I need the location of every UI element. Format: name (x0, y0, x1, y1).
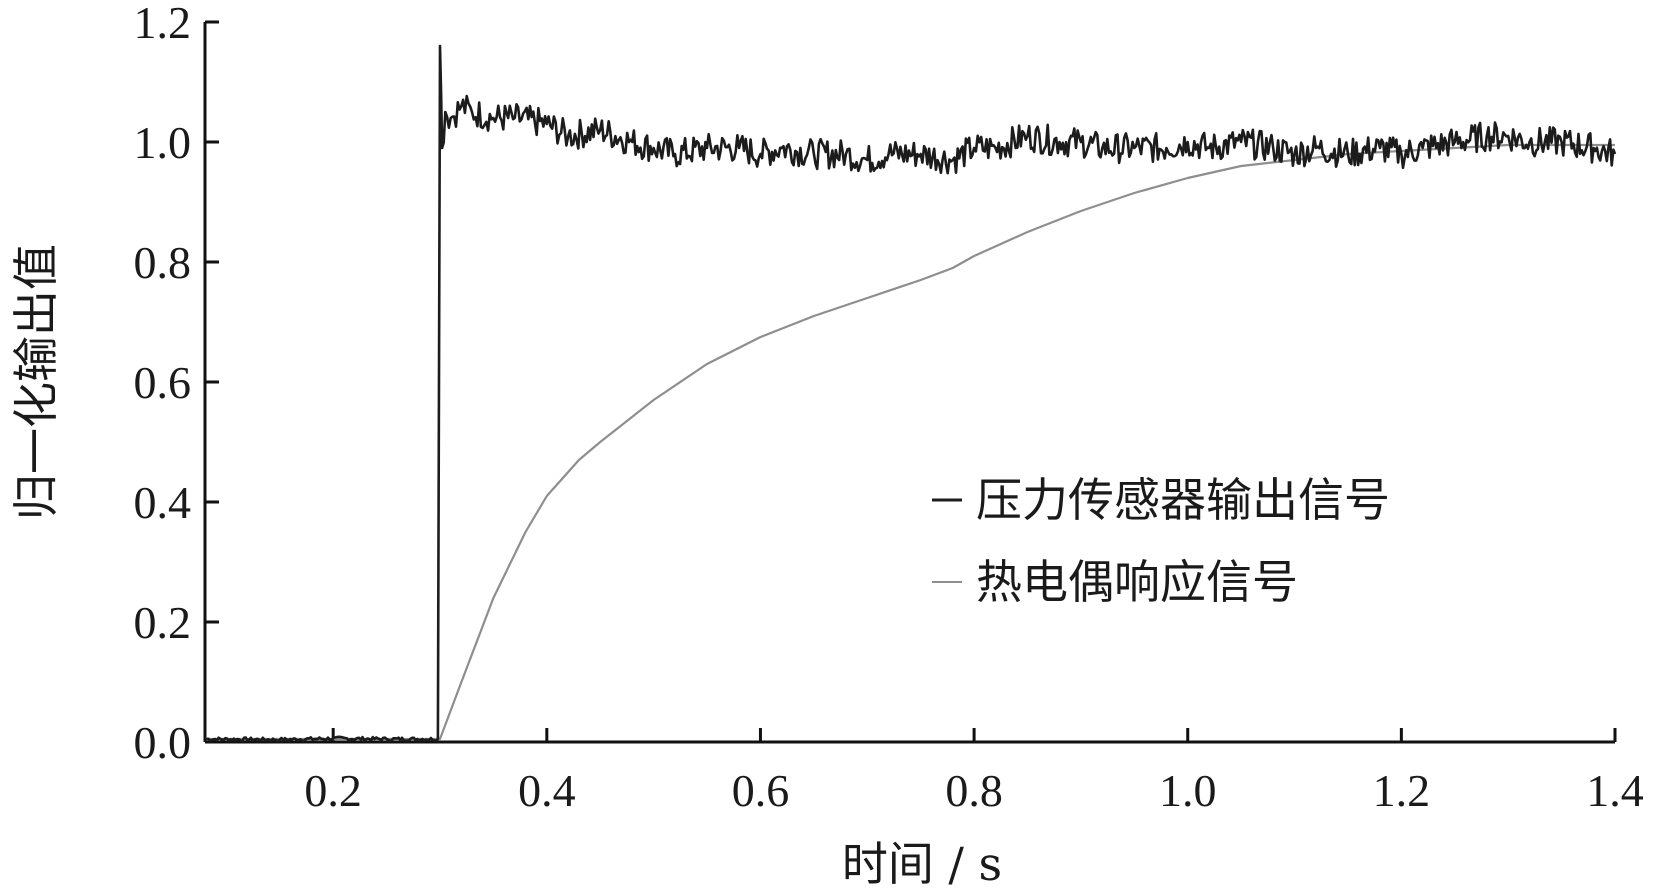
series-line-pressure-sensor (205, 44, 1617, 743)
x-tick-label: 0.4 (518, 765, 576, 816)
legend-label-thermocouple: 热电偶响应信号 (976, 555, 1298, 609)
legend-label-pressure-sensor: 压力传感器输出信号 (976, 473, 1390, 527)
x-tick-label: 0.6 (732, 765, 790, 816)
y-tick-label: 0.2 (134, 597, 192, 648)
plot-area: 0.0 0.2 0.4 0.6 0.8 1.0 1.2 0.2 0.4 0.6 0.8 1.0 1.2… (134, 0, 1644, 816)
x-axis-title: 时间 / s (842, 837, 1002, 890)
y-tick-label: 0.8 (134, 237, 192, 288)
x-tick-label: 1.0 (1159, 765, 1217, 816)
x-tick-label: 1.2 (1373, 765, 1431, 816)
y-tick-label: 1.2 (134, 0, 192, 48)
series-line-thermocouple (205, 143, 1615, 741)
series-layer (205, 44, 1617, 743)
y-tick-label: 0.0 (134, 717, 192, 768)
x-tick-label: 0.2 (304, 765, 362, 816)
x-ticks: 0.2 0.4 0.6 0.8 1.0 1.2 1.4 (304, 728, 1644, 816)
y-ticks: 0.0 0.2 0.4 0.6 0.8 1.0 1.2 (134, 0, 219, 768)
legend: 压力传感器输出信号 热电偶响应信号 (932, 473, 1390, 609)
x-tick-label: 1.4 (1586, 765, 1644, 816)
y-tick-label: 1.0 (134, 117, 192, 168)
y-axis-title: 归一化输出值 (9, 244, 63, 520)
x-tick-label: 0.8 (945, 765, 1003, 816)
y-tick-label: 0.4 (134, 477, 192, 528)
y-tick-label: 0.6 (134, 357, 192, 408)
